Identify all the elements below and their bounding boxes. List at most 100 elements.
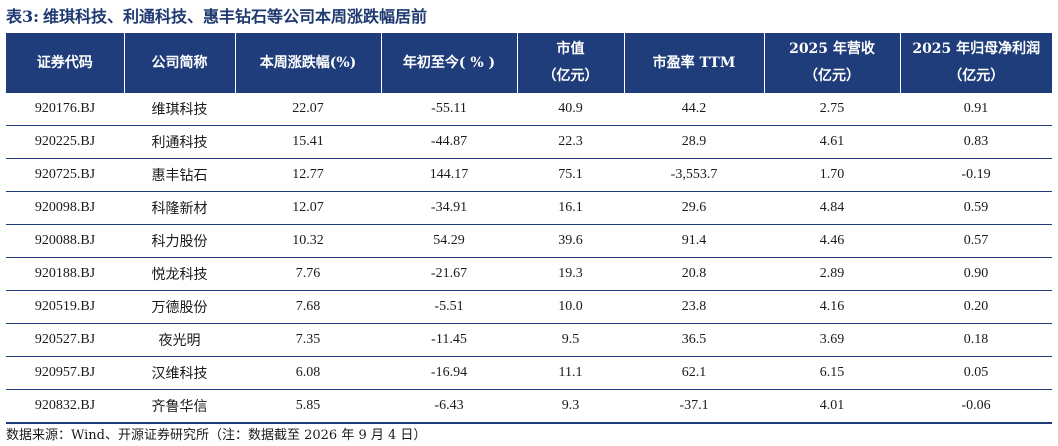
cell-market-cap: 11.1 [517,356,624,390]
table-row: 920098.BJ 科隆新材 12.07 -34.91 16.1 29.6 4.84 0.59 [6,191,1052,225]
cell-pe-ttm: 36.5 [624,323,764,357]
header-net-profit-2025: 2025 年归母净利润 （亿元） [900,33,1052,93]
cell-security-code: 920519.BJ [6,290,124,324]
cell-weekly-change: 15.41 [235,125,381,159]
cell-company-name: 夜光明 [124,323,235,357]
cell-weekly-change: 22.07 [235,93,381,126]
cell-security-code: 920088.BJ [6,224,124,258]
cell-market-cap: 16.1 [517,191,624,225]
source-note: 数据来源：Wind、开源证券研究所（注：数据截至 2026 年 9 月 4 日） [6,428,427,443]
header-ytd-change: 年初至今( % ) [381,33,518,93]
cell-security-code: 920725.BJ [6,158,124,192]
cell-market-cap: 75.1 [517,158,624,192]
stock-performance-table: 证券代码 公司简称 本周涨跌幅(%) 年初至今( % ) 市值 （亿元） 市盈率 … [6,33,1052,424]
cell-company-name: 万德股份 [124,290,235,324]
header-pe-ttm: 市盈率 TTM [624,33,765,93]
cell-security-code: 920188.BJ [6,257,124,291]
cell-weekly-change: 6.08 [235,356,381,390]
cell-revenue-2025: 1.70 [764,158,900,192]
cell-net-profit-2025: 0.18 [900,323,1052,357]
cell-net-profit-2025: 0.20 [900,290,1052,324]
cell-net-profit-2025: 0.90 [900,257,1052,291]
cell-weekly-change: 7.76 [235,257,381,291]
cell-ytd-change: -5.51 [381,290,517,324]
header-company-name: 公司简称 [124,33,236,93]
cell-company-name: 科隆新材 [124,191,235,225]
table-title: 表3: 维琪科技、利通科技、惠丰钻石等公司本周涨跌幅居前 [6,4,427,30]
cell-ytd-change: -21.67 [381,257,517,291]
cell-revenue-2025: 3.69 [764,323,900,357]
cell-pe-ttm: -37.1 [624,389,764,424]
cell-security-code: 920832.BJ [6,389,124,424]
cell-revenue-2025: 4.46 [764,224,900,258]
table-row: 920225.BJ 利通科技 15.41 -44.87 22.3 28.9 4.61 0.83 [6,125,1052,159]
cell-weekly-change: 7.35 [235,323,381,357]
header-row: 证券代码 公司简称 本周涨跌幅(%) 年初至今( % ) 市值 （亿元） 市盈率 … [6,33,1052,93]
table-row: 920527.BJ 夜光明 7.35 -11.45 9.5 36.5 3.69 0.18 [6,323,1052,357]
cell-market-cap: 39.6 [517,224,624,258]
cell-pe-ttm: -3,553.7 [624,158,764,192]
cell-net-profit-2025: -0.06 [900,389,1052,424]
cell-weekly-change: 12.77 [235,158,381,192]
table-caption: 维琪科技、利通科技、惠丰钻石等公司本周涨跌幅居前 [43,7,428,26]
cell-market-cap: 22.3 [517,125,624,159]
cell-revenue-2025: 2.75 [764,93,900,126]
cell-company-name: 惠丰钻石 [124,158,235,192]
cell-security-code: 920176.BJ [6,93,124,126]
cell-revenue-2025: 4.61 [764,125,900,159]
cell-ytd-change: -11.45 [381,323,517,357]
cell-weekly-change: 5.85 [235,389,381,424]
cell-net-profit-2025: 0.05 [900,356,1052,390]
cell-market-cap: 9.3 [517,389,624,424]
cell-pe-ttm: 20.8 [624,257,764,291]
table-row: 920188.BJ 悦龙科技 7.76 -21.67 19.3 20.8 2.89 0.90 [6,257,1052,291]
cell-ytd-change: -6.43 [381,389,517,424]
cell-market-cap: 9.5 [517,323,624,357]
cell-pe-ttm: 29.6 [624,191,764,225]
table-row: 920832.BJ 齐鲁华信 5.85 -6.43 9.3 -37.1 4.01 -0.06 [6,389,1052,424]
cell-revenue-2025: 6.15 [764,356,900,390]
cell-ytd-change: -34.91 [381,191,517,225]
cell-company-name: 齐鲁华信 [124,389,235,424]
cell-market-cap: 19.3 [517,257,624,291]
cell-weekly-change: 10.32 [235,224,381,258]
cell-company-name: 科力股份 [124,224,235,258]
cell-net-profit-2025: 0.59 [900,191,1052,225]
cell-revenue-2025: 2.89 [764,257,900,291]
cell-company-name: 悦龙科技 [124,257,235,291]
table-row: 920957.BJ 汉维科技 6.08 -16.94 11.1 62.1 6.15 0.05 [6,356,1052,390]
header-revenue-2025: 2025 年营收 （亿元） [764,33,901,93]
cell-ytd-change: -44.87 [381,125,517,159]
cell-market-cap: 40.9 [517,93,624,126]
cell-ytd-change: -55.11 [381,93,517,126]
cell-pe-ttm: 62.1 [624,356,764,390]
cell-net-profit-2025: -0.19 [900,158,1052,192]
cell-company-name: 汉维科技 [124,356,235,390]
cell-security-code: 920225.BJ [6,125,124,159]
cell-net-profit-2025: 0.83 [900,125,1052,159]
cell-weekly-change: 7.68 [235,290,381,324]
cell-revenue-2025: 4.84 [764,191,900,225]
table-body: 920176.BJ 维琪科技 22.07 -55.11 40.9 44.2 2.75 0.91… [6,93,1052,424]
cell-market-cap: 10.0 [517,290,624,324]
cell-net-profit-2025: 0.91 [900,93,1052,126]
cell-security-code: 920527.BJ [6,323,124,357]
cell-pe-ttm: 23.8 [624,290,764,324]
cell-ytd-change: -16.94 [381,356,517,390]
table-row: 920176.BJ 维琪科技 22.07 -55.11 40.9 44.2 2.75 0.91 [6,93,1052,126]
cell-security-code: 920957.BJ [6,356,124,390]
cell-security-code: 920098.BJ [6,191,124,225]
cell-ytd-change: 54.29 [381,224,517,258]
cell-weekly-change: 12.07 [235,191,381,225]
header-market-cap: 市值 （亿元） [517,33,625,93]
header-weekly-change: 本周涨跌幅(%) [235,33,382,93]
table-row: 920088.BJ 科力股份 10.32 54.29 39.6 91.4 4.46 0.57 [6,224,1052,258]
table-row: 920725.BJ 惠丰钻石 12.77 144.17 75.1 -3,553.7 1.70… [6,158,1052,192]
cell-ytd-change: 144.17 [381,158,517,192]
cell-revenue-2025: 4.01 [764,389,900,424]
header-security-code: 证券代码 [6,33,125,93]
cell-net-profit-2025: 0.57 [900,224,1052,258]
cell-pe-ttm: 28.9 [624,125,764,159]
table-number: 表3: [6,7,40,26]
cell-revenue-2025: 4.16 [764,290,900,324]
